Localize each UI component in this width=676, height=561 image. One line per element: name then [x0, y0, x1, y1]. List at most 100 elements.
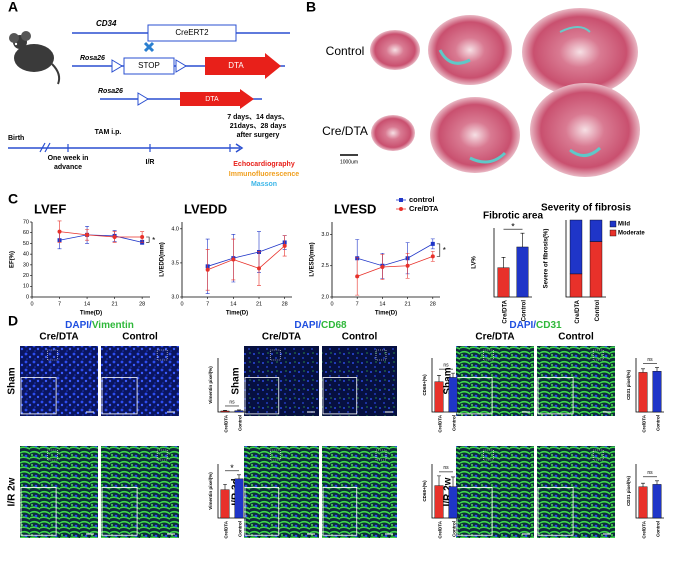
point [112, 235, 117, 239]
x-tick-label: 21 [256, 301, 262, 307]
bar [638, 486, 648, 519]
timeline-label: 7 days、14 days、 [227, 114, 288, 121]
loxp [137, 92, 149, 106]
inset [101, 486, 138, 536]
x-tick-label: Control [452, 521, 457, 537]
legend-label: Mild [618, 222, 630, 228]
error-bar [237, 409, 241, 411]
significance-bracket [146, 236, 150, 243]
x-axis-label: Time(D) [80, 311, 102, 317]
dta-arrow [180, 89, 254, 109]
y-axis-label: LVEDD(mm) [160, 242, 166, 277]
inset [244, 486, 280, 536]
timeline-label: TAM i.p. [95, 129, 122, 136]
x-tick-label: Cre/DTA [642, 414, 647, 432]
inset-region [375, 449, 387, 461]
inset [20, 377, 57, 415]
point [205, 267, 210, 272]
y-tick-label: 50 [23, 241, 29, 247]
significance: * [511, 222, 515, 232]
bar-segment [569, 273, 583, 298]
error-bar [655, 480, 659, 485]
gene-box-label: CreERT2 [175, 28, 209, 37]
series-line [59, 234, 143, 243]
inset-region [46, 349, 58, 361]
y-axis-label: CD68+(%) [422, 480, 427, 502]
chart-title: Severity of fibrosis [541, 203, 631, 214]
significance: * [443, 246, 446, 255]
point [57, 229, 62, 234]
x-tick-label: 7 [356, 301, 359, 307]
panel-label: B [306, 0, 316, 15]
timeline-label: after surgery [237, 132, 280, 139]
series-line [59, 231, 143, 238]
inset-region [592, 449, 604, 461]
inset [244, 377, 280, 415]
inset-region [482, 449, 494, 461]
x-tick-label: Control [656, 521, 661, 537]
error-bar [655, 367, 659, 372]
y-tick-label: 20 [23, 273, 29, 279]
x-tick-label: 28 [139, 301, 145, 307]
x-tick-label: 28 [430, 301, 436, 307]
error-bar [223, 410, 227, 411]
y-tick-label: 2.0 [321, 294, 329, 300]
dta-arrow [205, 53, 281, 79]
x-tick-label: 0 [330, 301, 333, 307]
significance: * [230, 463, 234, 473]
x-tick-label: Control [656, 415, 661, 431]
y-axis-label: LV% [472, 256, 478, 269]
point [430, 254, 435, 259]
error-bar [437, 374, 441, 382]
gene-box [147, 24, 237, 42]
error-bar [437, 475, 441, 486]
error-bar [520, 232, 525, 247]
series-line [357, 256, 433, 277]
chart-title: LVEF [34, 201, 66, 216]
significance-bracket [436, 243, 441, 257]
bar [638, 372, 648, 413]
x-tick-label: 14 [84, 301, 90, 307]
bar [448, 377, 458, 413]
x-tick-label: Control [238, 521, 243, 537]
x-axis-label: Time(D) [375, 311, 397, 317]
chart-title: LVEDD [184, 201, 227, 216]
legend-label: Cre/DTA [409, 204, 439, 213]
bar [652, 371, 662, 413]
stain-dapi: DAPI/ [509, 320, 536, 331]
bar-segment [569, 219, 583, 275]
bar [434, 485, 444, 519]
timeline-label: Birth [8, 135, 24, 142]
x-tick-label: 14 [379, 301, 385, 307]
point [140, 235, 145, 239]
gene-label: Rosa26 [98, 88, 123, 95]
stain-dapi: DAPI/ [294, 320, 321, 331]
column-label: Control [558, 332, 594, 343]
timeline-label: I/R [146, 159, 155, 166]
inset-region [592, 349, 604, 361]
panel-label: A [8, 0, 18, 15]
y-tick-label: 2.5 [321, 263, 329, 269]
dta-label: DTA [228, 61, 244, 70]
x-tick-label: Cre/DTA [642, 520, 647, 538]
significance: ns [443, 465, 449, 471]
column-label: Control [342, 332, 378, 343]
y-tick-label: 3.0 [171, 294, 179, 300]
y-tick-label: 30 [23, 262, 29, 268]
y-axis-label: CD31 pixel(%) [626, 369, 631, 400]
inset [537, 486, 574, 536]
panel-label: C [8, 191, 18, 207]
error-bar [501, 257, 506, 268]
bar [448, 486, 458, 519]
inset [322, 377, 358, 415]
row-label: Cre/DTA [322, 124, 368, 138]
y-axis-label: Severe of fibrosis(%) [544, 229, 550, 289]
y-tick-label: 10 [23, 284, 29, 290]
timeline-label: advance [54, 164, 82, 171]
x-tick-label: 28 [282, 301, 288, 307]
column-label: Cre/DTA [39, 332, 78, 343]
column-label: Cre/DTA [262, 332, 301, 343]
x-tick-label: Control [238, 415, 243, 431]
legend-swatch [609, 229, 617, 237]
